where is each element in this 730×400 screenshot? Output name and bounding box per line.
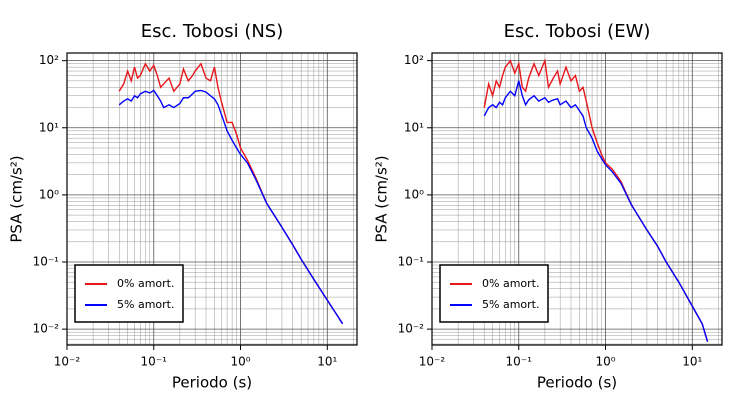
legend-label: 0% amort. <box>117 277 174 290</box>
legend-box <box>439 264 549 323</box>
y-tick-label: 10¹ <box>39 120 59 134</box>
x-tick-label: 10⁰ <box>595 355 615 369</box>
x-tick-label: 10⁰ <box>230 355 250 369</box>
x-tick-label: 10⁻² <box>54 355 81 369</box>
y-tick-label: 10⁰ <box>404 187 424 201</box>
x-axis-label: Periodo (s) <box>172 374 252 392</box>
x-tick-label: 10⁻² <box>419 355 446 369</box>
y-tick-label: 10² <box>404 53 424 67</box>
x-axis-label: Periodo (s) <box>537 374 617 392</box>
chart-title: Esc. Tobosi (EW) <box>504 21 651 42</box>
legend-label: 5% amort. <box>482 298 539 311</box>
plot-frame <box>431 52 723 346</box>
chart-title: Esc. Tobosi (NS) <box>141 21 284 42</box>
y-tick-label: 10⁻¹ <box>398 255 425 269</box>
y-axis-label: PSA (cm/s²) <box>373 155 391 242</box>
y-tick-label: 10⁰ <box>39 187 59 201</box>
panel: 10⁻² 10⁻¹ 10⁰ 10¹ 10⁻² 10⁻¹ 10⁰ 10¹ 10² Esc. Tobo… <box>8 21 358 392</box>
x-tick-label: 10¹ <box>317 355 337 369</box>
x-tick-label: 10⁻¹ <box>506 355 533 369</box>
x-tick-label: 10⁻¹ <box>141 355 168 369</box>
x-tick-label: 10¹ <box>682 355 702 369</box>
y-tick-label: 10⁻² <box>33 322 60 336</box>
series-line <box>483 80 709 342</box>
y-tick-label: 10² <box>39 53 59 67</box>
legend-label: 5% amort. <box>117 298 174 311</box>
y-tick-label: 10⁻² <box>398 322 425 336</box>
plot-frame <box>66 52 358 346</box>
y-tick-label: 10¹ <box>404 120 424 134</box>
legend-box <box>74 264 184 323</box>
y-axis-label: PSA (cm/s²) <box>8 155 26 242</box>
series-line <box>118 89 344 325</box>
y-tick-label: 10⁻¹ <box>33 255 60 269</box>
panel: 10⁻² 10⁻¹ 10⁰ 10¹ 10⁻² 10⁻¹ 10⁰ 10¹ 10² Esc. Tobo… <box>373 21 723 392</box>
legend-label: 0% amort. <box>482 277 539 290</box>
